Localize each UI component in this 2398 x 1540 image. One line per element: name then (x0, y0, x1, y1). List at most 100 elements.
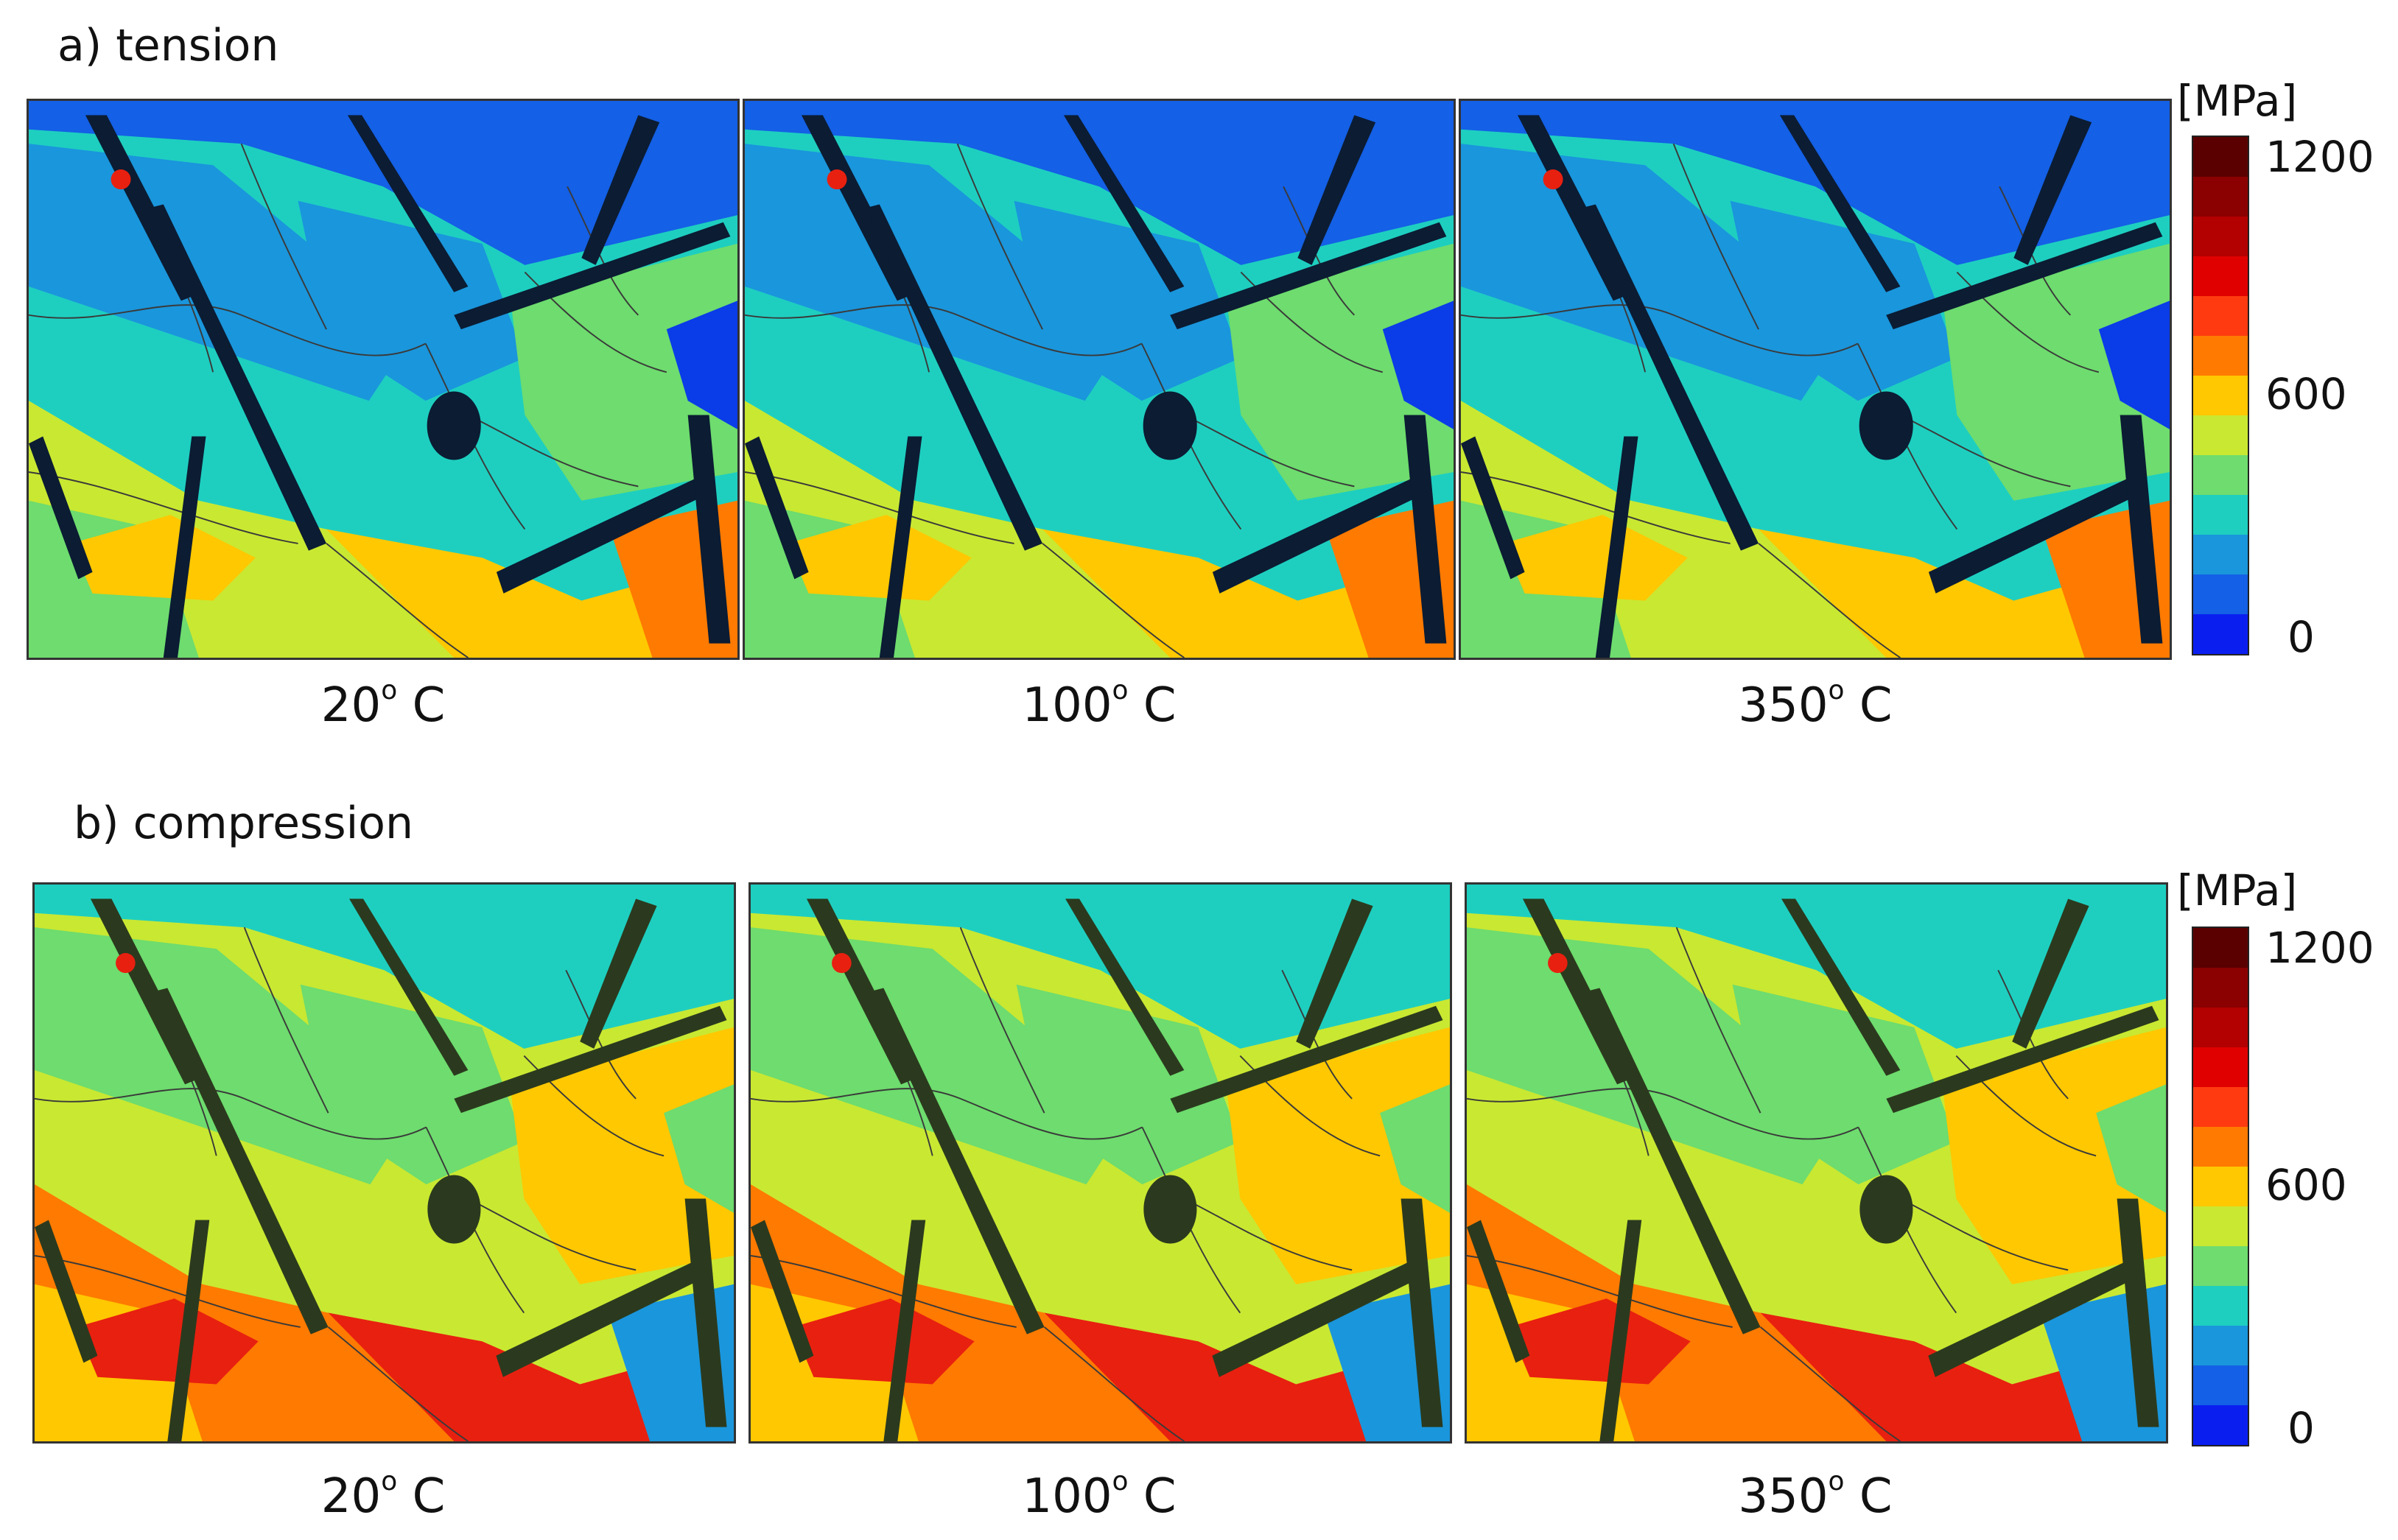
colorbar-band (2193, 574, 2248, 614)
colorbar-band (2193, 256, 2248, 296)
grain-boundary (1043, 1326, 1185, 1441)
tension-map-350C (1459, 99, 2172, 660)
inclusion-needle (29, 436, 93, 580)
grain-boundary (956, 143, 1043, 330)
stress-region (35, 927, 427, 1185)
inclusion-needle (684, 1198, 727, 1427)
grain-boundary (243, 927, 329, 1114)
inclusion-needle (865, 204, 1043, 551)
inclusion-needle (1212, 1256, 1429, 1377)
stress-region (664, 1084, 734, 1213)
compression-map-100C (749, 882, 1452, 1444)
grain-boundary (1461, 304, 1859, 356)
stress-region (1016, 984, 1241, 1185)
stress-region (35, 885, 734, 1049)
stress-region (326, 529, 737, 658)
inclusion-blob (1143, 1175, 1197, 1244)
grain-boundary (1467, 1088, 1859, 1140)
stress-region (1014, 200, 1241, 401)
inclusion-needle (90, 899, 203, 1085)
colorbar-band (2193, 137, 2248, 177)
stress-region (510, 1027, 734, 1284)
inclusion-blob (427, 1175, 481, 1244)
stress-region (1467, 885, 2166, 1049)
stress-region (1382, 300, 1454, 429)
compression-label-100C: 100o C (1022, 1466, 1177, 1524)
grain-boundary (1759, 1326, 1901, 1441)
colorbar-band (2193, 1127, 2248, 1167)
grain-boundary (567, 186, 639, 316)
stress-hotspot (1543, 169, 1563, 190)
stress-region (666, 300, 737, 429)
grain-boundary (745, 304, 1143, 356)
inclusion-needle (1779, 115, 1901, 292)
colorbar-band (2193, 376, 2248, 415)
colorbar-band (2193, 1008, 2248, 1047)
inclusion-needle (1585, 988, 1761, 1335)
inclusion-needle (1467, 1220, 1530, 1363)
colorbar-b-tick-0: 0 (2287, 1403, 2315, 1453)
colorbar-band (2193, 928, 2248, 968)
tension-map-20C (27, 99, 740, 660)
colorbar-band (2193, 1087, 2248, 1127)
stress-region (1467, 927, 1859, 1185)
colorbar-band (2193, 1405, 2248, 1445)
stress-region (745, 101, 1454, 265)
stress-region (29, 144, 426, 401)
inclusion-needle (1461, 436, 1525, 580)
stress-region (298, 200, 525, 401)
inclusion-needle (1599, 1220, 1642, 1441)
grain-boundary (1758, 543, 1901, 658)
inclusion-needle (1781, 899, 1901, 1076)
grain-boundary (326, 543, 469, 658)
inclusion-needle (1296, 899, 1373, 1049)
grain-boundary (240, 143, 327, 330)
inclusion-needle (1886, 1005, 2159, 1114)
inclusion-needle (869, 988, 1045, 1335)
stress-region (1943, 243, 2170, 501)
stress-region (300, 984, 525, 1185)
grain-boundary (1281, 969, 1353, 1100)
tension-label-350C: 350o C (1738, 675, 1893, 733)
stress-hotspot (832, 953, 852, 974)
inclusion-needle (167, 1220, 210, 1441)
grain-boundary (1997, 969, 2069, 1100)
stress-region (751, 927, 1143, 1185)
stress-region (1227, 243, 1454, 501)
inclusion-needle (153, 988, 329, 1335)
inclusion-needle (1522, 899, 1635, 1085)
colorbar-a-tick-0: 0 (2287, 612, 2315, 662)
stress-region (71, 515, 256, 601)
grain-boundary (1184, 414, 1355, 488)
colorbar-band (2193, 1246, 2248, 1286)
colorbar-band (2193, 1286, 2248, 1326)
section-title-compression: b) compression (74, 798, 413, 849)
stress-hotspot (111, 169, 131, 190)
stress-region (1226, 1027, 1450, 1284)
inclusion-needle (2120, 415, 2163, 644)
inclusion-blob (427, 391, 481, 460)
stress-region (1461, 144, 1858, 401)
inclusion-needle (1517, 115, 1631, 301)
compression-label-20C: 20o C (320, 1466, 446, 1524)
grain-boundary (1042, 543, 1185, 658)
colorbar-b-tick-1200: 1200 (2265, 923, 2374, 973)
tension-label-100C: 100o C (1022, 675, 1177, 733)
inclusion-needle (1928, 1256, 2145, 1377)
grain-boundary (745, 471, 1014, 544)
grain-boundary (1467, 1255, 1733, 1328)
inclusion-needle (1212, 472, 1433, 594)
stress-region (751, 885, 1450, 1049)
inclusion-needle (879, 436, 922, 658)
grain-boundary (1672, 143, 1759, 330)
grain-boundary (327, 1326, 469, 1441)
inclusion-needle (496, 1256, 713, 1377)
stress-region (328, 1312, 734, 1441)
stress-region (1508, 1298, 1691, 1385)
inclusion-needle (2012, 899, 2089, 1049)
grain-boundary (1283, 186, 1356, 316)
inclusion-needle (349, 899, 469, 1076)
grain-boundary (1899, 1198, 2069, 1271)
colorbar-band (2193, 1326, 2248, 1365)
grain-boundary (751, 1255, 1017, 1328)
